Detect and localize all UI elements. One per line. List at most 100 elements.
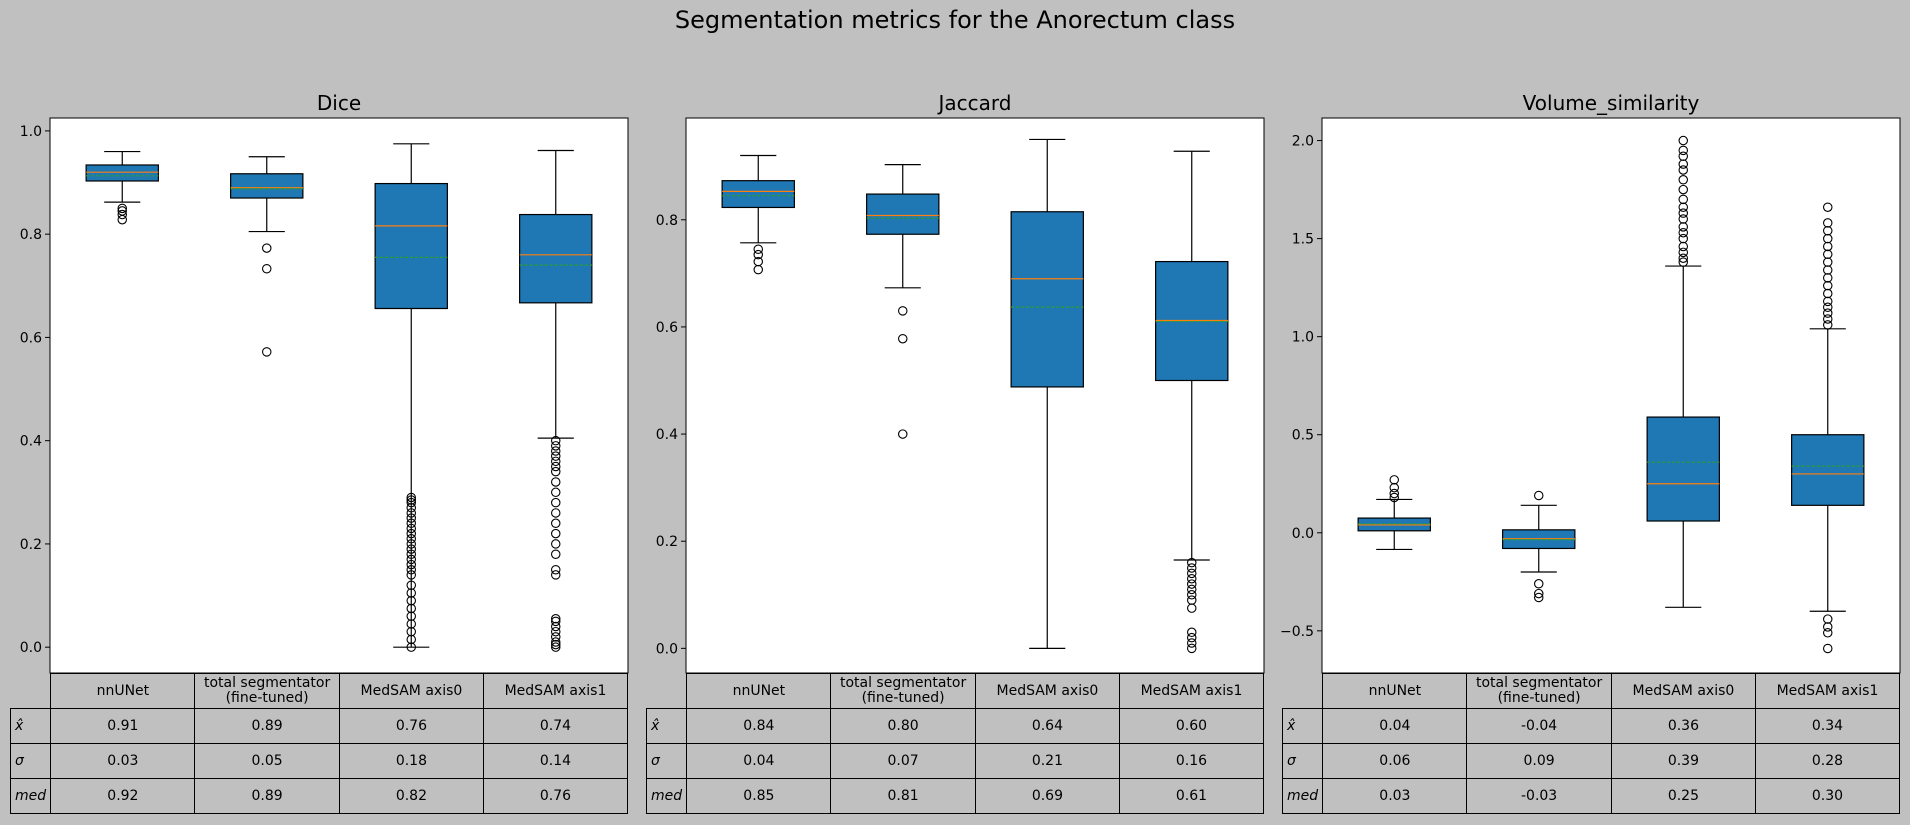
- row-label: x̂: [1281, 708, 1324, 744]
- table-cell: 0.76: [482, 778, 629, 814]
- box-3: [1155, 150, 1229, 654]
- y-tick-label: 0.2: [20, 537, 42, 553]
- outlier-point: [1823, 314, 1833, 324]
- y-tick-label: 2.0: [1292, 134, 1314, 150]
- outlier-point: [550, 614, 561, 624]
- subplot-title: Jaccard: [937, 91, 1012, 115]
- table-cell: 0.91: [50, 708, 196, 744]
- plot-area: [1321, 117, 1901, 674]
- table-cell: 0.05: [194, 743, 340, 779]
- outlier-point: [1187, 595, 1197, 605]
- subplot-title: Dice: [317, 91, 361, 115]
- row-label: med: [1281, 778, 1324, 814]
- box-iqr: [374, 182, 448, 310]
- y-tick-label: 0.6: [20, 330, 42, 346]
- table-cell: 0.61: [1118, 778, 1265, 814]
- box-iqr: [866, 193, 940, 235]
- box-iqr: [1646, 416, 1720, 522]
- box-2: [1646, 135, 1720, 608]
- outlier-point: [261, 243, 272, 253]
- outlier-point: [550, 477, 561, 487]
- y-tick-label: 1.5: [1292, 232, 1314, 248]
- outlier-point: [406, 595, 416, 606]
- box-1: [230, 156, 304, 357]
- outlier-point: [550, 632, 561, 642]
- outlier-point: [1823, 265, 1833, 275]
- outlier-point: [550, 621, 561, 632]
- outlier-point: [1678, 145, 1689, 156]
- outlier-point: [550, 528, 561, 539]
- outlier-point: [1187, 590, 1197, 600]
- table-row: med 0.92 0.89 0.82 0.76: [9, 778, 629, 814]
- figure-title: Segmentation metrics for the Anorectum c…: [674, 6, 1236, 34]
- outlier-point: [550, 508, 561, 518]
- outlier-point: [1678, 257, 1689, 267]
- outlier-point: [117, 203, 128, 214]
- table-cell: -0.03: [1466, 778, 1612, 814]
- outlier-point: [1823, 202, 1833, 212]
- outlier-point: [1534, 592, 1544, 603]
- outlier-point: [753, 244, 763, 255]
- outlier-point: [406, 544, 416, 554]
- outlier-point: [1678, 233, 1689, 244]
- outlier-point: [117, 209, 128, 220]
- outlier-point: [1187, 557, 1197, 568]
- row-label: σ: [1281, 743, 1324, 779]
- outlier-point: [406, 528, 416, 539]
- outlier-point: [550, 497, 561, 508]
- outlier-point: [1678, 175, 1689, 185]
- outlier-point: [406, 588, 416, 598]
- subplot-title: Volume_similarity: [1523, 91, 1700, 115]
- outlier-point: [753, 256, 763, 267]
- outlier-point: [550, 461, 561, 472]
- outlier-point: [1534, 588, 1544, 599]
- table-cell: 0.09: [1466, 743, 1612, 779]
- outlier-point: [261, 347, 272, 357]
- column-header: total segmentator (fine-tuned): [830, 673, 976, 709]
- outlier-point: [406, 497, 416, 508]
- outlier-point: [1823, 643, 1833, 654]
- table-cell: 0.39: [1610, 743, 1756, 779]
- outlier-point: [406, 642, 416, 652]
- outlier-point: [550, 518, 561, 529]
- plot-area: [685, 117, 1265, 674]
- outlier-point: [406, 539, 416, 549]
- outlier-point: [1187, 579, 1197, 589]
- outlier-point: [1187, 627, 1197, 638]
- table-cell: 0.07: [830, 743, 976, 779]
- outlier-point: [550, 626, 561, 637]
- y-tick-label: 0.0: [656, 641, 678, 657]
- outlier-point: [1823, 241, 1833, 252]
- box-iqr: [519, 213, 593, 304]
- table-cell: 0.03: [50, 743, 196, 779]
- outlier-point: [550, 466, 561, 477]
- stats-table: nnUNet total segmentator (fine-tuned) MedSA…: [1281, 673, 1901, 814]
- outlier-point: [550, 451, 561, 461]
- outlier-point: [550, 639, 561, 650]
- box-2: [374, 143, 448, 652]
- table-cell: 0.74: [482, 708, 629, 744]
- y-tick-label: 0.2: [656, 534, 678, 550]
- table-row: x̂ 0.04 -0.04 0.36 0.34: [1281, 708, 1901, 744]
- outlier-point: [1187, 568, 1197, 579]
- outlier-point: [550, 642, 561, 652]
- outlier-point: [897, 306, 908, 316]
- box-0: [1357, 475, 1431, 551]
- y-tick-label: −0.5: [1280, 624, 1314, 640]
- column-header: MedSAM axis1: [1118, 673, 1265, 709]
- column-header: total segmentator (fine-tuned): [194, 673, 340, 709]
- outlier-point: [1678, 194, 1689, 205]
- outlier-point: [550, 456, 561, 467]
- table-cell: 0.81: [830, 778, 976, 814]
- y-tick-label: 0.8: [656, 213, 678, 229]
- box-iqr: [230, 173, 304, 199]
- outlier-point: [1823, 622, 1833, 632]
- table-cell: 0.28: [1754, 743, 1901, 779]
- outlier-point: [550, 441, 561, 451]
- outlier-point: [1187, 643, 1197, 654]
- outlier-point: [1678, 202, 1689, 212]
- box-3: [1791, 202, 1865, 654]
- outlier-point: [1187, 638, 1197, 648]
- table-cell: 0.03: [1322, 778, 1468, 814]
